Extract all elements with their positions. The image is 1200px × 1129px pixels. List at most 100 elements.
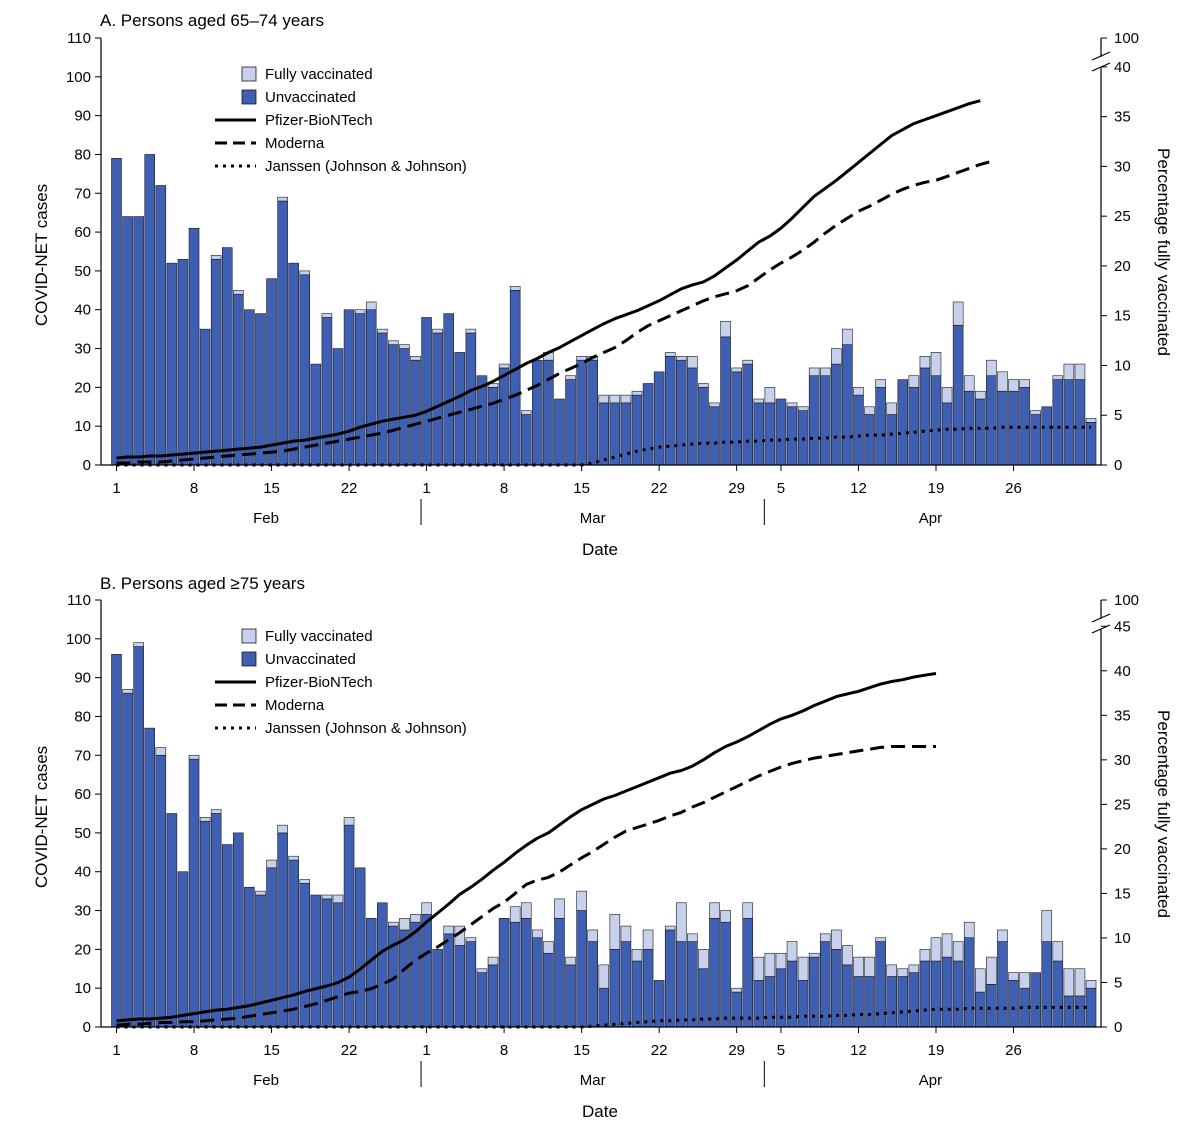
- bar-fully-vaccinated: [753, 956, 765, 981]
- bar-unvaccinated: [255, 313, 266, 466]
- x-tick-label: 5: [777, 1042, 785, 1059]
- x-tick-label: 5: [777, 480, 785, 497]
- bar-unvaccinated: [210, 258, 222, 466]
- bar-unvaccinated: [1063, 995, 1075, 1028]
- y2-tick-label: 20: [1114, 258, 1131, 275]
- bar-unvaccinated: [487, 964, 499, 1028]
- bar-unvaccinated: [576, 359, 587, 466]
- panel-a-y-axis-label: COVID-NET cases: [32, 184, 51, 326]
- y2-tick-label: 25: [1114, 796, 1131, 813]
- bar-unvaccinated: [1041, 941, 1053, 1028]
- y-tick-label: 50: [74, 263, 91, 280]
- bar-fully-vaccinated: [775, 952, 787, 970]
- bar-fully-vaccinated: [498, 363, 510, 369]
- x-tick-label: 1: [112, 1042, 120, 1059]
- bar-unvaccinated: [443, 933, 455, 1028]
- bar-fully-vaccinated: [875, 379, 886, 388]
- bar-unvaccinated: [144, 727, 156, 1028]
- y-tick-label: 10: [74, 980, 91, 997]
- bar-unvaccinated: [432, 332, 443, 466]
- bar-fully-vaccinated: [831, 929, 842, 950]
- bar-unvaccinated: [277, 200, 288, 466]
- y2-tick-label: 0: [1114, 1019, 1122, 1036]
- bar-unvaccinated: [864, 414, 875, 466]
- bar-fully-vaccinated: [399, 344, 410, 349]
- bar-fully-vaccinated: [487, 383, 499, 388]
- legend-pfizer-label: Pfizer-BioNTech: [265, 112, 373, 129]
- x-tick-label: 15: [573, 480, 590, 497]
- x-tick-label: 19: [928, 480, 945, 497]
- bar-fully-vaccinated: [554, 898, 565, 919]
- bar-fully-vaccinated: [853, 387, 864, 396]
- month-label: Apr: [919, 510, 942, 527]
- bar-unvaccinated: [1085, 421, 1097, 466]
- bar-unvaccinated: [332, 348, 344, 466]
- bar-fully-vaccinated: [742, 359, 754, 365]
- bar-unvaccinated: [509, 921, 521, 1028]
- bar-fully-vaccinated: [997, 929, 1008, 942]
- bar-fully-vaccinated: [886, 402, 897, 415]
- bar-fully-vaccinated: [576, 356, 587, 361]
- y2-tick-label: 5: [1114, 974, 1122, 991]
- legend-pfizer-label: Pfizer-BioNTech: [265, 674, 373, 691]
- bar-fully-vaccinated: [819, 367, 831, 377]
- bar-fully-vaccinated: [842, 945, 853, 966]
- y-tick-label: 90: [74, 108, 91, 125]
- bar-unvaccinated: [565, 964, 576, 1028]
- bar-unvaccinated: [1030, 414, 1041, 466]
- x-tick-label: 8: [190, 480, 198, 497]
- bar-unvaccinated: [886, 976, 897, 1028]
- bar-fully-vaccinated: [875, 937, 886, 942]
- panel-a-y2-axis-label: Percentage fully vaccinated: [1154, 148, 1173, 356]
- bar-unvaccinated: [819, 941, 831, 1028]
- bar-fully-vaccinated: [299, 270, 311, 276]
- bar-fully-vaccinated: [1019, 972, 1030, 989]
- bar-unvaccinated: [875, 387, 886, 466]
- bar-fully-vaccinated: [365, 301, 377, 311]
- y-tick-label: 30: [74, 903, 91, 920]
- bar-unvaccinated: [1074, 995, 1086, 1028]
- bar-fully-vaccinated: [354, 309, 366, 314]
- line-pfizer: [116, 672, 937, 1023]
- y2-tick-label: 40: [1114, 59, 1131, 76]
- y2-tick-label: 100: [1114, 30, 1139, 47]
- bar-fully-vaccinated: [188, 754, 200, 760]
- panel-a-x-axis-label: Date: [582, 540, 618, 559]
- panel-a-legend: Fully vaccinated Unvaccinated Pfizer-Bio…: [215, 66, 467, 175]
- bar-unvaccinated: [864, 976, 875, 1028]
- bar-unvaccinated: [166, 262, 178, 466]
- bar-fully-vaccinated: [532, 929, 543, 939]
- bar-fully-vaccinated: [587, 929, 598, 942]
- bar-fully-vaccinated: [864, 406, 875, 415]
- bar-unvaccinated: [111, 654, 122, 1028]
- y-tick-label: 30: [74, 341, 91, 358]
- bar-unvaccinated: [155, 754, 167, 1028]
- bar-unvaccinated: [764, 976, 776, 1028]
- y-tick-label: 20: [74, 379, 91, 396]
- bar-fully-vaccinated: [1085, 980, 1097, 989]
- bar-unvaccinated: [598, 402, 610, 466]
- bar-fully-vaccinated: [1063, 363, 1075, 380]
- bar-fully-vaccinated: [842, 328, 853, 345]
- bar-unvaccinated: [565, 379, 576, 466]
- legend-fully-label: Fully vaccinated: [265, 66, 373, 83]
- y-tick-label: 0: [83, 1019, 91, 1036]
- bar-fully-vaccinated: [676, 902, 687, 942]
- bar-fully-vaccinated: [332, 894, 344, 904]
- bar-unvaccinated: [365, 918, 377, 1028]
- bar-fully-vaccinated: [742, 902, 754, 919]
- bar-fully-vaccinated: [321, 894, 333, 900]
- bar-fully-vaccinated: [631, 949, 643, 962]
- bar-unvaccinated: [421, 317, 432, 466]
- bar-fully-vaccinated: [277, 196, 288, 202]
- bar-fully-vaccinated: [930, 352, 942, 377]
- bar-fully-vaccinated: [432, 328, 443, 334]
- bar-unvaccinated: [554, 398, 565, 466]
- bar-unvaccinated: [1085, 987, 1097, 1028]
- bar-fully-vaccinated: [598, 394, 610, 404]
- bar-unvaccinated: [986, 983, 997, 1028]
- bar-unvaccinated: [975, 398, 986, 466]
- y-tick-label: 20: [74, 941, 91, 958]
- bar-unvaccinated: [842, 344, 853, 466]
- y-tick-label: 70: [74, 747, 91, 764]
